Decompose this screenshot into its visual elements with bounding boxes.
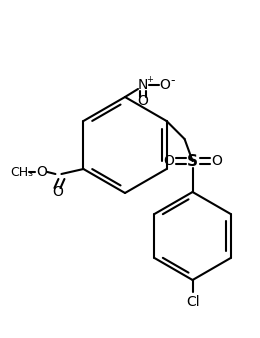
- Text: S: S: [187, 153, 198, 169]
- Text: O: O: [52, 185, 63, 199]
- Text: +: +: [147, 75, 153, 84]
- Text: -: -: [171, 74, 175, 88]
- Text: Cl: Cl: [186, 295, 199, 309]
- Text: O: O: [211, 154, 222, 168]
- Text: CH₃: CH₃: [10, 166, 33, 178]
- Text: O: O: [138, 94, 148, 108]
- Text: O: O: [36, 165, 47, 179]
- Text: O: O: [163, 154, 174, 168]
- Text: O: O: [160, 78, 171, 92]
- Text: N: N: [138, 78, 148, 92]
